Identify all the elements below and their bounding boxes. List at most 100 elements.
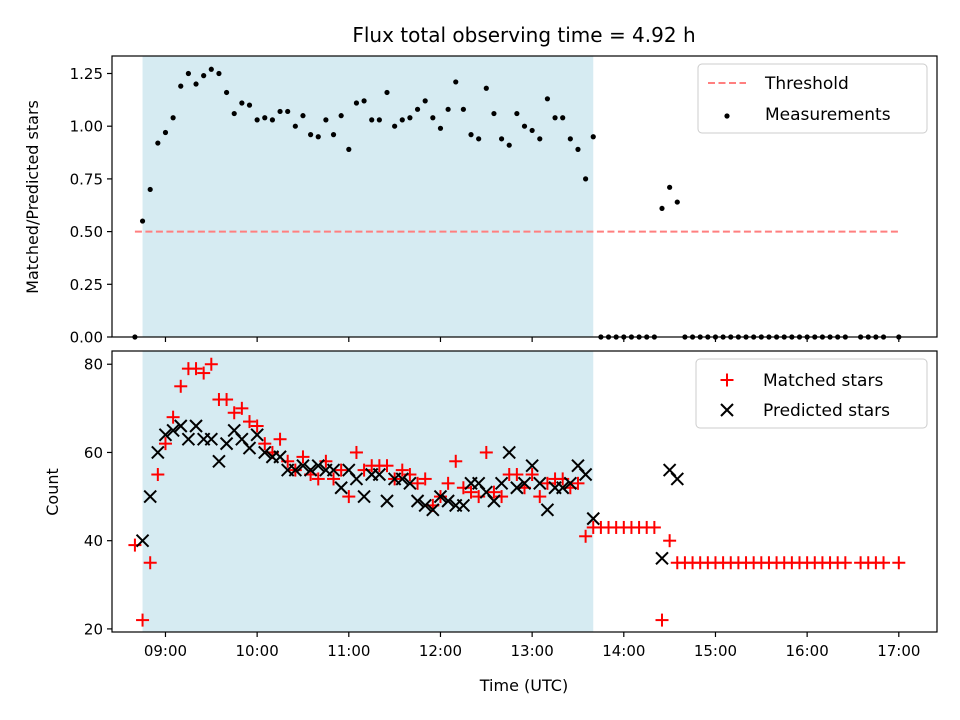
measurement-point <box>567 136 573 142</box>
matched-star-point <box>143 556 157 570</box>
matched-star-point <box>479 445 493 459</box>
matched-star-point <box>136 613 150 627</box>
predicted-star-point <box>349 472 364 486</box>
predicted-star-point <box>258 445 272 460</box>
predicted-star-point <box>456 498 471 513</box>
predicted-star-point <box>586 511 600 526</box>
matched-star-point <box>166 410 180 424</box>
matched-star-point <box>151 468 165 482</box>
predicted-star-point <box>525 458 539 473</box>
predicted-star-point <box>174 419 188 433</box>
bottom-legend-box <box>695 358 928 429</box>
measurement-point <box>537 136 543 142</box>
y-tick-label: 0.25 <box>70 276 103 294</box>
y-tick-label: 0.00 <box>70 329 103 347</box>
top-panel: Flux total observing time = 4.92 h 0.00 0… <box>23 23 938 347</box>
measurement-point <box>491 110 497 117</box>
top-y-axis-label: Matched/Predicted stars <box>23 100 42 294</box>
measurement-point <box>414 106 421 112</box>
measurement-point <box>659 205 665 212</box>
predicted-star-point <box>441 494 455 508</box>
predicted-star-point <box>410 494 425 508</box>
x-tick-label: 12:00 <box>419 642 462 660</box>
measurement-point <box>430 115 436 121</box>
measurement-point <box>162 129 169 136</box>
top-chart-title: Flux total observing time = 4.92 h <box>352 23 695 47</box>
legend-measurements-swatch <box>724 113 730 119</box>
measurement-point <box>437 125 444 131</box>
predicted-star-point <box>303 463 318 477</box>
predicted-star-point <box>540 503 555 517</box>
measurement-point <box>399 117 405 123</box>
measurement-point <box>277 108 283 115</box>
measurement-point <box>323 117 329 123</box>
measurement-point <box>155 140 161 146</box>
measurement-point <box>346 146 352 152</box>
measurement-point <box>300 113 306 119</box>
measurement-point <box>575 146 581 152</box>
measurement-point <box>361 98 367 104</box>
y-tick-label: 20 <box>84 620 103 638</box>
measurement-point <box>369 117 375 123</box>
measurement-point <box>544 96 551 102</box>
matched-star-point <box>647 520 661 534</box>
predicted-star-point <box>296 458 310 473</box>
matched-star-point <box>258 437 272 451</box>
measurement-point <box>208 66 214 72</box>
predicted-star-point <box>250 428 264 442</box>
measurement-point <box>453 79 459 85</box>
measurement-point <box>231 110 237 117</box>
predicted-star-point <box>326 463 341 477</box>
predicted-star-point <box>135 533 150 548</box>
measurement-point <box>552 115 558 121</box>
measurement-point <box>392 123 398 129</box>
measurement-point <box>315 134 321 140</box>
predicted-star-point <box>533 476 547 491</box>
matched-star-point <box>510 468 524 482</box>
legend-predicted-label: Predicted stars <box>763 401 890 421</box>
matched-star-point <box>174 379 188 393</box>
matched-star-point <box>877 556 891 570</box>
bottom-y-ticks: 20 40 60 80 <box>84 356 112 638</box>
predicted-star-point <box>426 503 440 517</box>
legend-matched-swatch <box>720 373 734 387</box>
matched-star-point <box>334 463 348 477</box>
measurement-point <box>269 117 276 123</box>
predicted-star-point <box>403 476 417 491</box>
measurement-point <box>338 113 344 119</box>
matched-star-point <box>235 401 249 415</box>
measurement-point <box>407 115 413 121</box>
top-legend-box <box>697 63 928 134</box>
predicted-star-point <box>510 481 524 495</box>
measurement-point <box>384 89 390 96</box>
measurement-point <box>193 81 199 87</box>
matched-star-point <box>464 485 478 499</box>
measurement-point <box>506 142 512 148</box>
x-tick-label: 11:00 <box>327 642 370 660</box>
top-shaded-region <box>142 56 594 337</box>
y-tick-label: 1.00 <box>70 118 103 136</box>
x-tick-label: 17:00 <box>877 642 920 660</box>
matched-stars-points <box>128 357 906 627</box>
measurement-point <box>514 110 520 117</box>
matched-star-point <box>243 415 256 429</box>
y-tick-label: 40 <box>84 532 103 550</box>
y-tick-label: 0.75 <box>70 170 103 188</box>
predicted-star-point <box>204 432 219 446</box>
measurement-point <box>170 115 176 121</box>
predicted-star-point <box>433 489 448 504</box>
measurement-point <box>468 132 474 138</box>
predicted-star-point <box>334 481 348 495</box>
predicted-star-point <box>158 428 173 442</box>
matched-star-point <box>158 437 172 451</box>
measurement-point <box>529 127 535 134</box>
measurement-point <box>178 83 184 89</box>
shaded-interval <box>142 56 594 337</box>
predicted-star-point <box>166 423 180 438</box>
measurement-point <box>476 136 482 142</box>
measurement-point <box>376 117 382 123</box>
predicted-star-point <box>242 441 257 455</box>
y-tick-label: 60 <box>84 444 103 462</box>
matched-star-point <box>395 463 409 477</box>
top-axes-frame <box>111 55 938 338</box>
